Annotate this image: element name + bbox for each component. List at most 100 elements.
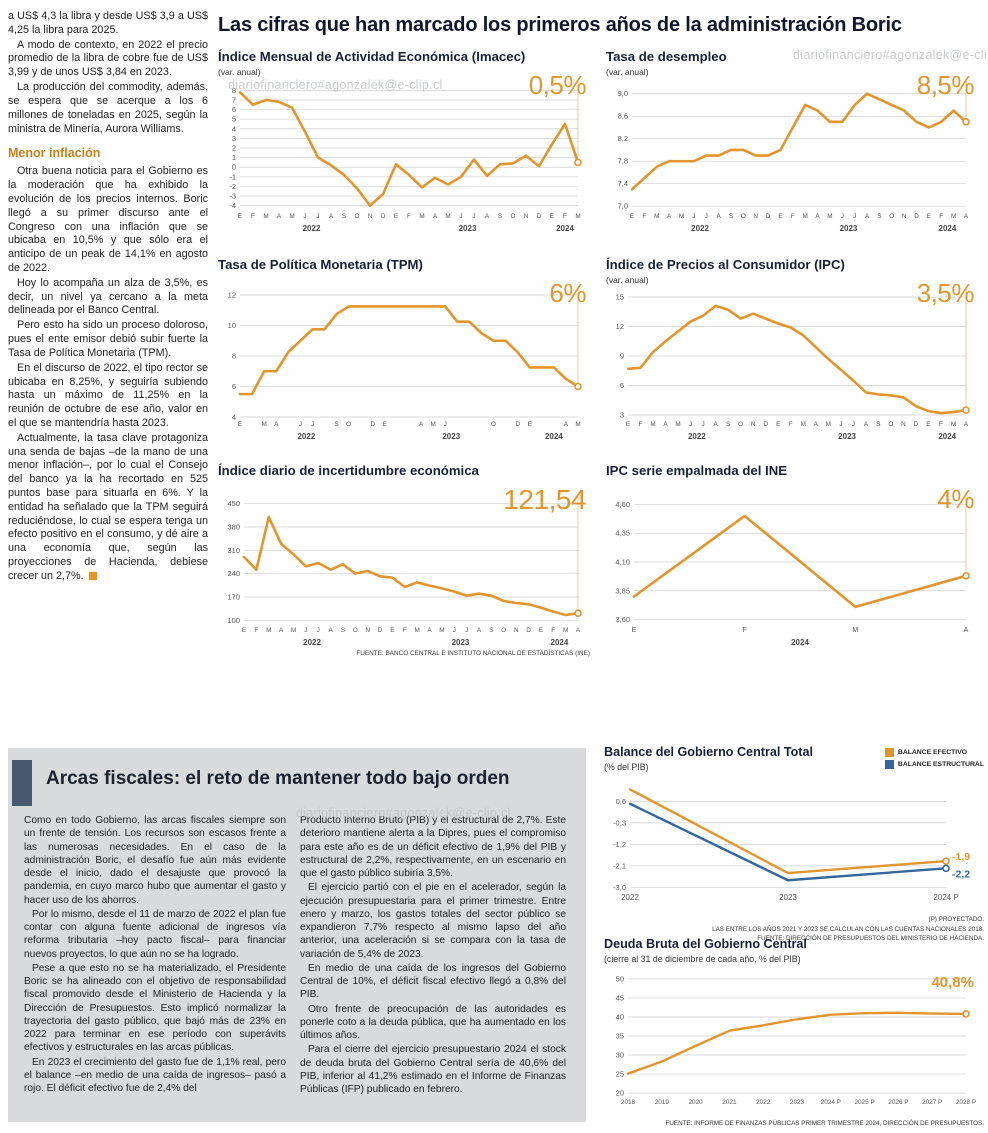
svg-text:J: J	[841, 213, 844, 220]
article-paragraph-text: Actualmente, la tasa clave protagoniza u…	[8, 431, 208, 582]
svg-text:A: A	[277, 213, 282, 220]
svg-text:A: A	[328, 627, 333, 634]
svg-text:-3: -3	[229, 191, 236, 200]
svg-text:J: J	[839, 421, 842, 428]
svg-text:4,35: 4,35	[615, 528, 630, 537]
svg-text:2: 2	[232, 143, 236, 152]
svg-text:7: 7	[232, 95, 236, 104]
chart-imacec: Índice Mensual de Actividad Económica (I…	[218, 49, 590, 235]
svg-text:O: O	[353, 627, 358, 634]
svg-text:M: M	[803, 213, 808, 220]
svg-text:9: 9	[620, 351, 624, 360]
svg-text:2022: 2022	[303, 224, 321, 233]
svg-text:F: F	[551, 627, 555, 634]
svg-text:2022: 2022	[621, 893, 639, 902]
chart-subtitle: (var. anual)	[606, 66, 649, 77]
fiscal-paragraph: El ejercicio partió con el pie en el ace…	[300, 882, 566, 960]
chart-title: Balance del Gobierno Central Total	[604, 745, 814, 759]
svg-text:-2,2: -2,2	[952, 868, 970, 880]
svg-text:8,2: 8,2	[618, 134, 628, 143]
svg-text:4,60: 4,60	[615, 499, 630, 508]
svg-text:A: A	[485, 213, 490, 220]
svg-text:M: M	[951, 421, 956, 428]
svg-text:3: 3	[232, 133, 236, 142]
svg-text:2022: 2022	[691, 224, 709, 233]
svg-text:A: A	[716, 213, 721, 220]
svg-text:E: E	[383, 421, 387, 428]
svg-text:0,6: 0,6	[616, 797, 626, 806]
svg-text:D: D	[381, 213, 386, 220]
chart-source-note: FUENTE: BANCO CENTRAL E INSTITUTO NACION…	[356, 650, 590, 657]
chart-deuda: Deuda Bruta del Gobierno Central (cierre…	[604, 937, 984, 1129]
deuda-line-chart: 50 45 40 35 30 25 20 2018 2019 2020 2021 2022 2023 20…	[616, 974, 976, 1106]
svg-text:35: 35	[616, 1031, 624, 1040]
svg-text:N: N	[751, 421, 756, 428]
svg-text:12: 12	[228, 290, 236, 299]
svg-text:7,8: 7,8	[618, 156, 628, 165]
svg-text:M: M	[801, 421, 806, 428]
svg-text:E: E	[630, 213, 634, 220]
svg-text:O: O	[346, 421, 351, 428]
svg-text:M: M	[826, 421, 831, 428]
svg-text:6: 6	[620, 381, 624, 390]
svg-text:2022: 2022	[688, 432, 706, 441]
svg-text:D: D	[378, 627, 383, 634]
svg-text:A: A	[667, 213, 672, 220]
subhead-menor-inflacion: Menor inflación	[8, 146, 101, 161]
svg-text:O: O	[888, 421, 893, 428]
svg-text:2024: 2024	[791, 638, 809, 647]
svg-text:E: E	[550, 213, 554, 220]
chart-title: Índice Mensual de Actividad Económica (I…	[218, 49, 526, 64]
svg-text:J: J	[303, 213, 306, 220]
chart-latest-value: 3,5%	[916, 278, 975, 308]
svg-text:E: E	[394, 213, 398, 220]
svg-text:2023: 2023	[790, 1099, 805, 1106]
svg-text:N: N	[753, 213, 758, 220]
svg-text:D: D	[537, 213, 542, 220]
fiscal-paragraph: Por lo mismo, desde el 11 de marzo de 20…	[24, 908, 286, 960]
svg-text:2025 P: 2025 P	[854, 1099, 874, 1106]
watermark-text: diariofinanciero#agonzalek@e-clip.cl	[228, 78, 443, 92]
svg-text:2019: 2019	[655, 1099, 670, 1106]
svg-text:D: D	[914, 421, 919, 428]
chart-ipc: Índice de Precios al Consumidor (IPC) (v…	[606, 257, 978, 443]
svg-text:F: F	[743, 627, 747, 634]
chart-ipc-empalmada: IPC serie empalmada del INE 4% 4,60 4,35 4…	[606, 463, 978, 649]
svg-text:2026 P: 2026 P	[888, 1099, 908, 1106]
chart-title: Tasa de desempleo	[606, 49, 727, 64]
svg-text:8: 8	[232, 351, 236, 360]
ipc-empalmada-line-chart: 4,60 4,35 4,10 3,85 3,60E F M A 2024	[615, 494, 970, 647]
svg-text:40: 40	[616, 1012, 624, 1021]
svg-text:-3,0: -3,0	[613, 883, 626, 892]
svg-text:2023: 2023	[442, 432, 460, 441]
chart-incertidumbre: Índice diario de incertidumbre económica…	[218, 463, 590, 649]
chart-legend: BALANCE EFECTIVO BALANCE ESTRUCTURAL	[884, 748, 984, 769]
chart-subtitle: (% del PIB)	[604, 761, 649, 772]
chart-title: Tasa de Política Monetaria (TPM)	[218, 257, 423, 272]
svg-text:2022: 2022	[756, 1099, 771, 1106]
svg-text:M: M	[261, 421, 266, 428]
svg-text:F: F	[789, 421, 793, 428]
svg-text:O: O	[741, 213, 746, 220]
svg-text:J: J	[852, 421, 855, 428]
svg-text:J: J	[472, 213, 475, 220]
svg-text:D: D	[526, 627, 531, 634]
svg-text:450: 450	[227, 499, 240, 508]
svg-text:-1: -1	[229, 172, 236, 181]
svg-text:J: J	[702, 421, 705, 428]
svg-text:A: A	[663, 421, 668, 428]
article-end-marker	[88, 571, 97, 580]
svg-text:S: S	[342, 213, 346, 220]
svg-text:2020: 2020	[688, 1099, 703, 1106]
svg-text:O: O	[511, 213, 516, 220]
svg-text:J: J	[705, 213, 708, 220]
section-title: Arcas fiscales: el reto de mantener todo…	[46, 768, 510, 789]
svg-text:7,0: 7,0	[618, 201, 628, 210]
svg-text:M: M	[675, 421, 680, 428]
svg-text:M: M	[951, 213, 956, 220]
svg-text:4: 4	[232, 124, 236, 133]
svg-text:25: 25	[616, 1069, 624, 1078]
svg-text:3,60: 3,60	[615, 615, 630, 624]
